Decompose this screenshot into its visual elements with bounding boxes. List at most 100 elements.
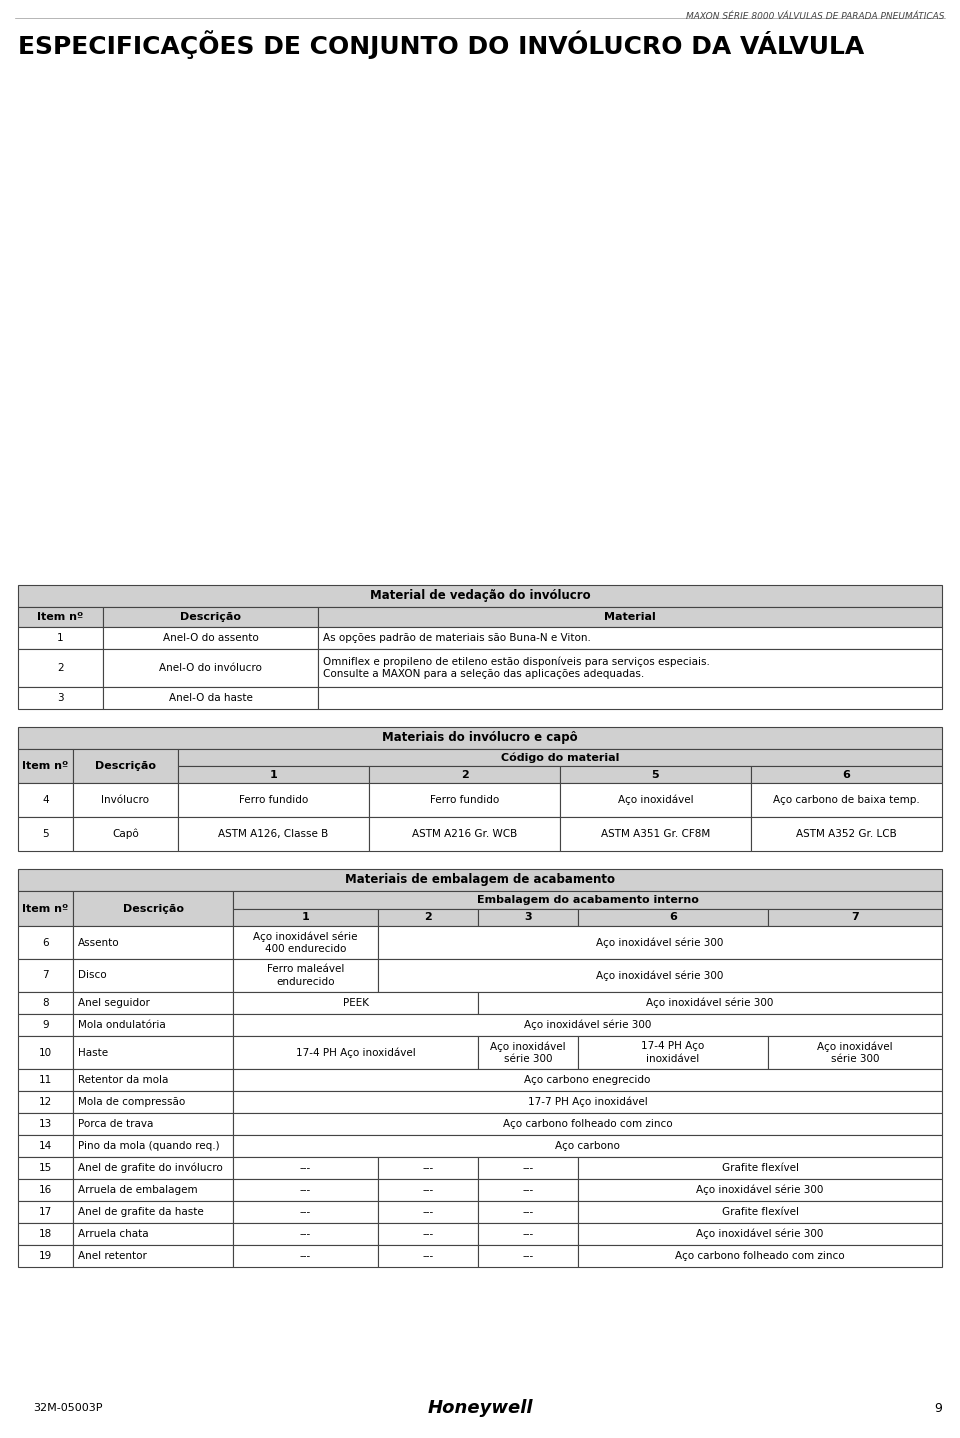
Text: Descrição: Descrição (180, 613, 241, 623)
Text: 5: 5 (42, 828, 49, 838)
Bar (233, 1035, 478, 1068)
Bar (18, 649, 103, 687)
Text: Haste: Haste (78, 1047, 108, 1057)
Text: Invólucro: Invólucro (102, 795, 150, 805)
Text: Descrição: Descrição (123, 903, 183, 913)
Text: Ferro fundido: Ferro fundido (239, 795, 308, 805)
Text: Embalagem do acabamento interno: Embalagem do acabamento interno (476, 894, 699, 905)
Text: Honeywell: Honeywell (427, 1399, 533, 1416)
Bar (478, 1035, 578, 1068)
Text: ---: --- (422, 1229, 434, 1240)
Bar (478, 1245, 578, 1267)
Bar (378, 1179, 478, 1201)
Bar (369, 817, 560, 851)
Text: 9: 9 (42, 1020, 49, 1030)
Text: ---: --- (422, 1185, 434, 1195)
Bar (233, 1179, 378, 1201)
Bar (233, 1245, 378, 1267)
Text: 17-4 PH Aço
inoxidável: 17-4 PH Aço inoxidável (641, 1041, 705, 1064)
Bar (478, 1222, 578, 1245)
Bar (578, 1158, 942, 1179)
Text: Pino da mola (quando req.): Pino da mola (quando req.) (78, 1140, 220, 1150)
Bar (178, 784, 369, 817)
Text: Capô: Capô (112, 828, 139, 840)
Text: ---: --- (422, 1163, 434, 1173)
Bar (73, 1035, 233, 1068)
Bar (560, 817, 751, 851)
Text: 7: 7 (42, 971, 49, 981)
Text: ---: --- (300, 1163, 311, 1173)
Bar (18, 1135, 73, 1158)
Bar (233, 959, 378, 992)
Text: ---: --- (522, 1163, 534, 1173)
Bar (18, 1222, 73, 1245)
Text: Aço carbono de baixa temp.: Aço carbono de baixa temp. (773, 795, 920, 805)
Bar (18, 1035, 73, 1068)
Bar (18, 1245, 73, 1267)
Bar (233, 1091, 942, 1113)
Bar (73, 1245, 233, 1267)
Bar (578, 1179, 942, 1201)
Text: Aço inoxidável: Aço inoxidável (617, 795, 693, 805)
Bar (233, 1014, 942, 1035)
Text: ASTM A351 Gr. CF8M: ASTM A351 Gr. CF8M (601, 828, 710, 838)
Text: ---: --- (300, 1229, 311, 1240)
Text: Aço inoxidável
série 300: Aço inoxidável série 300 (817, 1041, 893, 1064)
Bar (233, 1113, 942, 1135)
Bar (73, 817, 178, 851)
Text: 2: 2 (424, 913, 432, 923)
Bar (18, 1068, 73, 1091)
Text: Aço carbono folheado com zinco: Aço carbono folheado com zinco (503, 1119, 672, 1129)
Bar (18, 926, 73, 959)
Text: 1: 1 (58, 633, 63, 643)
Bar (318, 649, 942, 687)
Text: 32M-05003P: 32M-05003P (34, 1403, 103, 1414)
Text: Aço inoxidável série 300: Aço inoxidável série 300 (596, 938, 724, 948)
Text: Aço carbono enegrecido: Aço carbono enegrecido (524, 1076, 651, 1086)
Text: Aço inoxidável
série 300: Aço inoxidável série 300 (491, 1041, 565, 1064)
Text: 18: 18 (38, 1229, 52, 1240)
Bar (751, 766, 942, 784)
Text: ---: --- (522, 1229, 534, 1240)
Text: Anel-O do assento: Anel-O do assento (162, 633, 258, 643)
Text: 1: 1 (270, 769, 277, 779)
Bar (18, 1014, 73, 1035)
Text: 10: 10 (39, 1047, 52, 1057)
Bar (73, 1222, 233, 1245)
Text: 6: 6 (42, 938, 49, 948)
Bar (73, 749, 178, 784)
Bar (103, 649, 318, 687)
Bar (18, 869, 942, 892)
Text: Item nº: Item nº (22, 761, 68, 771)
Text: Material: Material (604, 613, 656, 623)
Text: 14: 14 (38, 1140, 52, 1150)
Text: Item nº: Item nº (22, 903, 68, 913)
Text: Aço carbono: Aço carbono (555, 1140, 620, 1150)
Text: Descrição: Descrição (95, 761, 156, 771)
Bar (73, 1135, 233, 1158)
Bar (318, 607, 942, 627)
Bar (751, 817, 942, 851)
Text: ASTM A216 Gr. WCB: ASTM A216 Gr. WCB (412, 828, 517, 838)
Text: Código do material: Código do material (501, 752, 619, 762)
Bar (73, 1113, 233, 1135)
Text: Assento: Assento (78, 938, 120, 948)
Bar (233, 1201, 378, 1222)
Bar (233, 926, 378, 959)
Text: ASTM A126, Classe B: ASTM A126, Classe B (218, 828, 328, 838)
Bar (378, 959, 942, 992)
Text: Aço inoxidável série 300: Aço inoxidável série 300 (524, 1020, 651, 1030)
Text: 5: 5 (652, 769, 660, 779)
Bar (73, 1068, 233, 1091)
Text: Anel retentor: Anel retentor (78, 1251, 147, 1261)
Bar (18, 607, 103, 627)
Bar (18, 728, 942, 749)
Bar (73, 1091, 233, 1113)
Bar (103, 687, 318, 709)
Text: ---: --- (522, 1251, 534, 1261)
Text: Aço inoxidável série 300: Aço inoxidável série 300 (696, 1228, 824, 1240)
Bar (378, 909, 478, 926)
Bar (178, 817, 369, 851)
Bar (768, 909, 942, 926)
Text: 9: 9 (934, 1402, 942, 1415)
